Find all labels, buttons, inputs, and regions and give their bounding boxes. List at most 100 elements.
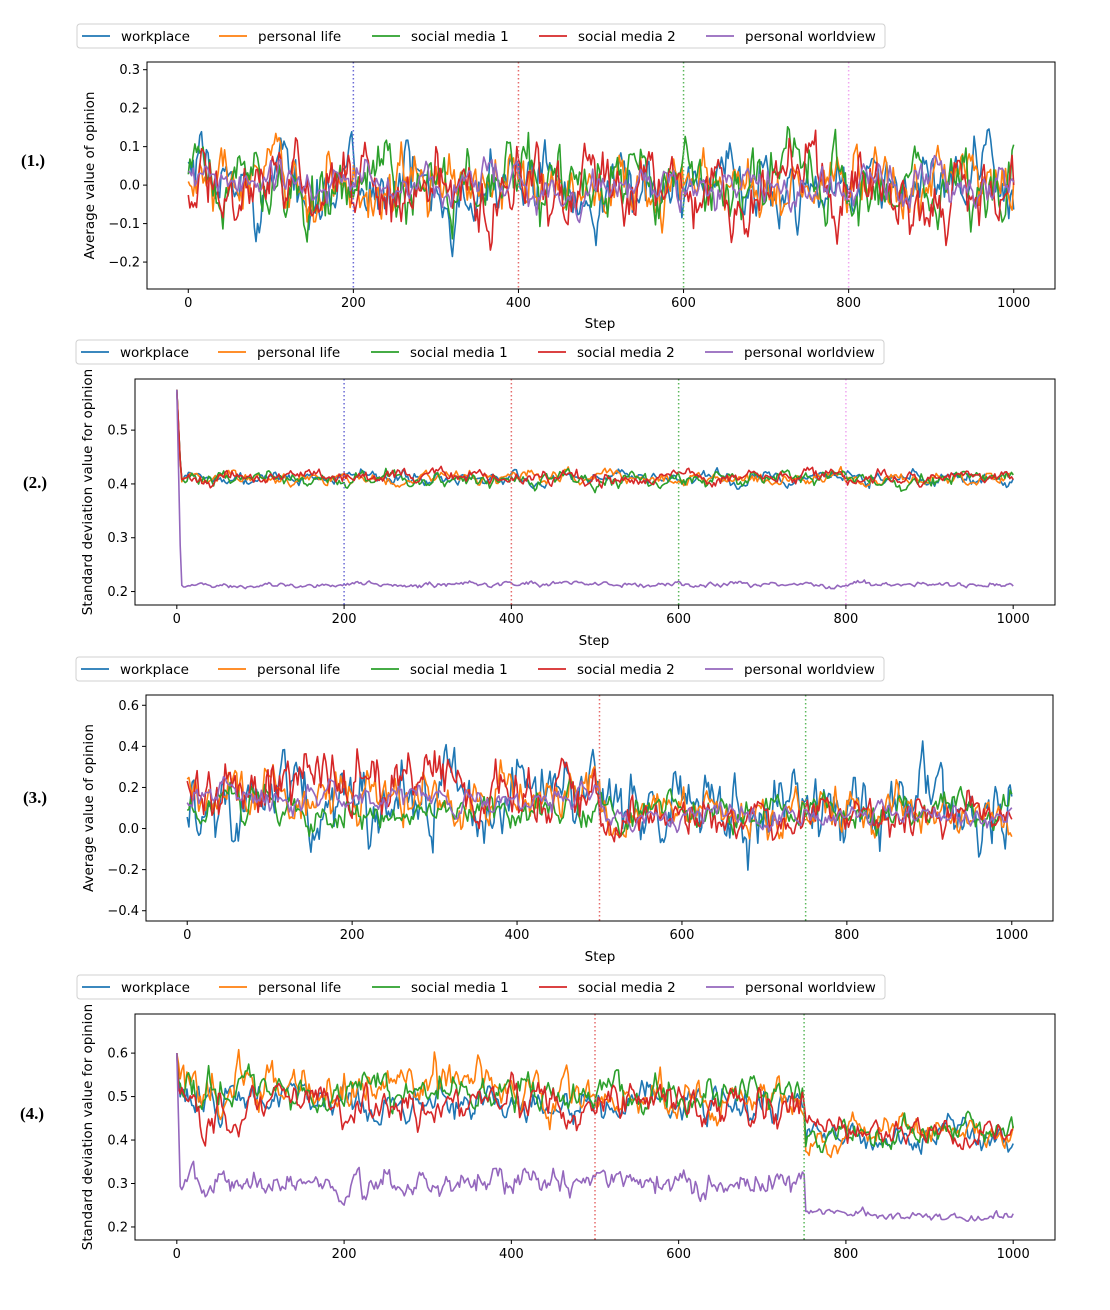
y-tick-label: 0.2	[118, 781, 139, 796]
y-tick-label: 0.5	[107, 424, 128, 439]
chart-panel-1: (1.) 0 200 400 600 800 1000 −0.2 −0.1 0.0 0.1 0.2 0.…	[21, 23, 1056, 332]
y-tick-label: 0.4	[107, 477, 128, 492]
y-tick-label: 0.0	[118, 822, 139, 837]
x-tick-label: 1000	[997, 296, 1030, 311]
y-tick-label: 0.1	[119, 140, 140, 155]
x-tick-label: 800	[836, 296, 861, 311]
x-tick-label: 0	[184, 296, 192, 311]
legend-label: workplace	[120, 345, 189, 361]
y-tick-label: −0.2	[108, 256, 140, 271]
legend: workplace personal life social media 1 soci…	[76, 23, 886, 49]
legend: workplace personal life social media 1 soci…	[75, 339, 885, 365]
axes-frame	[134, 378, 1056, 606]
legend: workplace personal life social media 1 soci…	[75, 656, 885, 682]
x-tick-label: 200	[341, 296, 366, 311]
chart-panel-2: (2.) 0 200 400 600 800 1000 0.2 0.3 0.4 0.5 Step Sta…	[23, 339, 1056, 649]
legend-label: social media 2	[578, 980, 676, 996]
y-tick-label: 0.3	[107, 531, 128, 546]
legend-label: personal life	[257, 345, 340, 361]
y-tick-label: 0.6	[107, 1047, 128, 1062]
x-tick-label: 600	[671, 296, 696, 311]
x-tick-label: 1000	[995, 928, 1028, 943]
legend-label: social media 1	[411, 980, 509, 996]
x-tick-label: 600	[666, 1247, 691, 1262]
x-tick-label: 0	[183, 928, 191, 943]
x-tick-label: 400	[506, 296, 531, 311]
legend-label: workplace	[121, 980, 190, 996]
x-tick-label: 600	[670, 928, 695, 943]
axes-frame	[134, 1013, 1056, 1241]
y-tick-label: −0.1	[108, 217, 140, 232]
legend-box	[76, 23, 886, 49]
chart-panel-3: (3.) 0 200 400 600 800 1000 −0.4 −0.2 0.0 0.2 0.4 0.…	[23, 656, 1054, 965]
legend-label: workplace	[121, 29, 190, 45]
plot-area	[176, 1048, 1014, 1222]
series-line-personal-worldview	[176, 389, 1014, 590]
y-tick-label: 0.3	[107, 1177, 128, 1192]
x-tick-label: 800	[833, 612, 858, 627]
panel-label: (1.)	[21, 151, 45, 170]
x-axis-label: Step	[585, 949, 616, 965]
legend-label: social media 1	[411, 29, 509, 45]
x-tick-label: 200	[340, 928, 365, 943]
axes-frame	[145, 694, 1054, 922]
legend-box	[75, 339, 885, 365]
legend-box	[76, 974, 886, 1000]
series-line-social-media-1	[176, 1053, 1014, 1154]
series-line-social-media-2	[176, 1053, 1014, 1151]
y-tick-label: 0.3	[119, 63, 140, 78]
legend-label: social media 2	[577, 662, 675, 678]
y-tick-label: −0.2	[107, 863, 139, 878]
legend-label: personal worldview	[744, 662, 875, 678]
legend-label: personal worldview	[745, 29, 876, 45]
series-line-personal-worldview	[187, 154, 1015, 224]
x-tick-label: 0	[173, 1247, 181, 1262]
legend-label: personal life	[258, 29, 341, 45]
x-tick-label: 400	[499, 1247, 524, 1262]
y-axis-label: Standard deviation value for opinion	[80, 369, 96, 615]
x-tick-label: 800	[834, 928, 859, 943]
panel-label: (4.)	[20, 1104, 44, 1123]
legend-label: social media 2	[577, 345, 675, 361]
y-tick-label: 0.2	[119, 102, 140, 117]
axes-frame	[146, 61, 1056, 290]
y-axis-label: Average value of opinion	[81, 724, 97, 892]
series-line-personal-life	[176, 389, 1014, 488]
plot-area	[187, 126, 1015, 258]
y-tick-label: −0.4	[107, 904, 139, 919]
x-tick-label: 1000	[997, 1247, 1030, 1262]
x-tick-label: 400	[505, 928, 530, 943]
y-tick-label: 0.5	[107, 1090, 128, 1105]
x-tick-label: 200	[332, 1247, 357, 1262]
chart-panel-4: (4.) 0 200 400 600 800 1000 0.2 0.3 0.4 0.5 0.6 Stan…	[20, 974, 1056, 1262]
series-line-personal-worldview	[176, 1053, 1014, 1222]
series-line-personal-life	[176, 1048, 1014, 1159]
y-tick-label: 0.2	[107, 1220, 128, 1235]
x-axis-label: Step	[579, 633, 610, 649]
legend-label: personal life	[258, 980, 341, 996]
series-line-social-media-2	[176, 389, 1014, 489]
y-axis-label: Standard deviation value for opinion	[80, 1004, 96, 1250]
y-tick-label: 0.6	[118, 699, 139, 714]
panel-label: (2.)	[23, 473, 47, 492]
x-tick-label: 1000	[997, 612, 1030, 627]
legend-label: workplace	[120, 662, 189, 678]
legend-box	[75, 656, 885, 682]
legend-label: personal worldview	[744, 345, 875, 361]
legend-label: social media 2	[578, 29, 676, 45]
x-tick-label: 400	[499, 612, 524, 627]
x-axis-label: Step	[585, 316, 616, 332]
legend-label: social media 1	[410, 345, 508, 361]
plot-area	[176, 389, 1014, 590]
panel-label: (3.)	[23, 788, 47, 807]
legend-label: personal worldview	[745, 980, 876, 996]
y-tick-label: 0.2	[107, 585, 128, 600]
legend-label: personal life	[257, 662, 340, 678]
y-tick-label: 0.4	[118, 740, 139, 755]
y-tick-label: 0.0	[119, 179, 140, 194]
series-line-personal-worldview	[186, 776, 1013, 834]
y-axis-label: Average value of opinion	[82, 92, 98, 260]
x-tick-label: 600	[666, 612, 691, 627]
x-tick-label: 0	[173, 612, 181, 627]
x-tick-label: 800	[833, 1247, 858, 1262]
